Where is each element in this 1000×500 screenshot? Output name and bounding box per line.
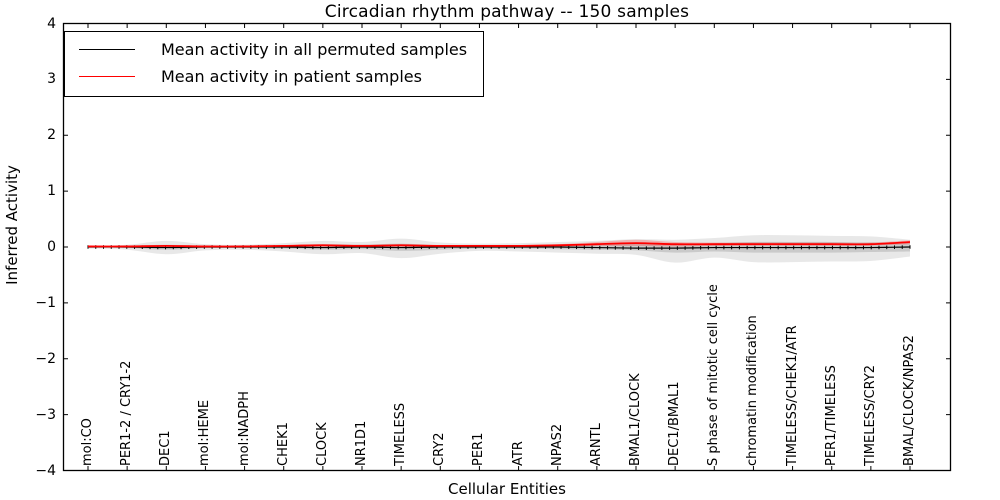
x-tick-label: ATR <box>510 441 526 466</box>
y-tick-label: 4 <box>47 15 56 32</box>
x-tick-label: BMAL1/CLOCK <box>628 373 643 466</box>
x-tick-label: BMAL/CLOCK/NPAS2 <box>902 335 917 466</box>
x-tick-label: NR1D1 <box>354 420 369 466</box>
x-tick-label: NPAS2 <box>549 423 565 466</box>
x-tick-label: CLOCK <box>314 422 330 466</box>
x-tick-label: PER1-2 / CRY1-2 <box>119 360 135 466</box>
patient-mean-line <box>87 241 911 248</box>
black-line-swatch <box>79 49 135 50</box>
x-tick-label: PER1 <box>471 432 487 466</box>
legend-item-patient: Mean activity in patient samples <box>79 67 467 86</box>
x-axis-label: Cellular Entities <box>448 480 566 498</box>
y-tick-label: −1 <box>35 294 56 311</box>
legend-label-patient: Mean activity in patient samples <box>161 67 422 86</box>
x-tick-label: DEC1/BMAL1 <box>667 381 683 467</box>
x-tick-label: chromatin modification <box>745 315 761 466</box>
red-line-swatch <box>79 76 135 77</box>
y-tick-label: 1 <box>47 183 56 200</box>
legend-item-permuted: Mean activity in all permuted samples <box>79 40 467 59</box>
y-tick-label: −3 <box>35 406 56 423</box>
y-tick-label: 2 <box>47 127 56 144</box>
y-tick-label: 0 <box>47 239 56 255</box>
legend: Mean activity in all permuted samples Me… <box>64 31 485 97</box>
x-tick-label: ARNTL <box>588 423 604 466</box>
y-tick-label: −2 <box>35 350 56 367</box>
x-tick-label: DEC1 <box>158 430 174 466</box>
band-permuted-range-outer <box>88 235 910 263</box>
y-tick-label: 3 <box>47 71 56 88</box>
chart-title: Circadian rhythm pathway -- 150 samples <box>324 2 690 22</box>
x-tick-label: TIMELESS/CRY2 <box>862 364 878 466</box>
x-tick-label: CRY2 <box>432 432 448 467</box>
x-tick-label: CHEK1 <box>275 422 291 466</box>
x-tick-label: PER1/TIMELESS <box>823 365 839 466</box>
x-tick-label: mol:HEME <box>197 399 213 466</box>
x-tick-label: TIMELESS/CHEK1/ATR <box>784 325 800 466</box>
x-tick-label: mol:CO <box>80 418 95 466</box>
x-tick-label: TIMELESS <box>393 402 409 466</box>
x-tick-label: S phase of mitotic cell cycle <box>706 284 722 466</box>
y-tick-label: −4 <box>35 462 56 479</box>
x-tick-label: mol:NADPH <box>236 391 252 466</box>
legend-label-permuted: Mean activity in all permuted samples <box>161 40 468 59</box>
